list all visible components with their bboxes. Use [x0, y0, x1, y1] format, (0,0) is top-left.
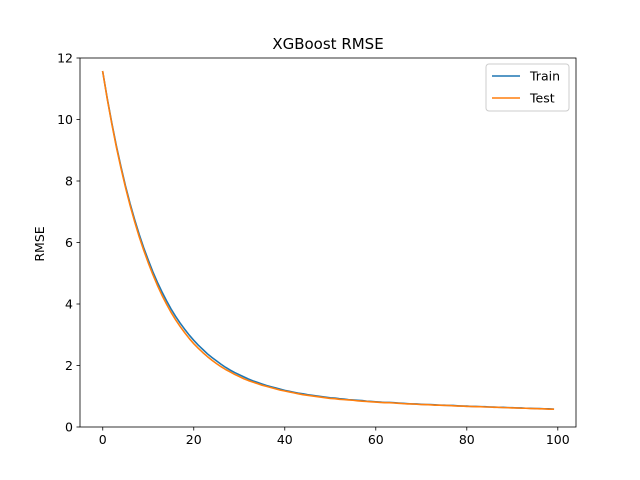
y-axis-label: RMSE: [32, 226, 47, 261]
legend: Train Test: [485, 63, 570, 112]
y-tick-label: 8: [65, 174, 73, 189]
y-tick-label: 12: [57, 51, 73, 66]
y-tick-label: 0: [65, 420, 73, 435]
legend-label-test: Test: [529, 91, 555, 106]
x-tick-label: 60: [368, 432, 384, 447]
plot-area: 0 20 40 60 80 100 0 2 4 6 8 10 12: [57, 51, 577, 447]
y-tick-label: 10: [57, 112, 73, 127]
legend-label-train: Train: [529, 69, 560, 84]
y-tick-label: 6: [65, 235, 73, 250]
series-line-test: [101, 70, 555, 410]
x-tick-label: 80: [459, 432, 475, 447]
chart-title: XGBoost RMSE: [272, 35, 383, 53]
y-tick-label: 4: [65, 297, 73, 312]
x-tick-label: 100: [546, 432, 570, 447]
y-tick-label: 2: [65, 358, 73, 373]
x-tick-label: 0: [99, 432, 107, 447]
x-tick-label: 20: [186, 432, 202, 447]
x-tick-label: 40: [277, 432, 293, 447]
